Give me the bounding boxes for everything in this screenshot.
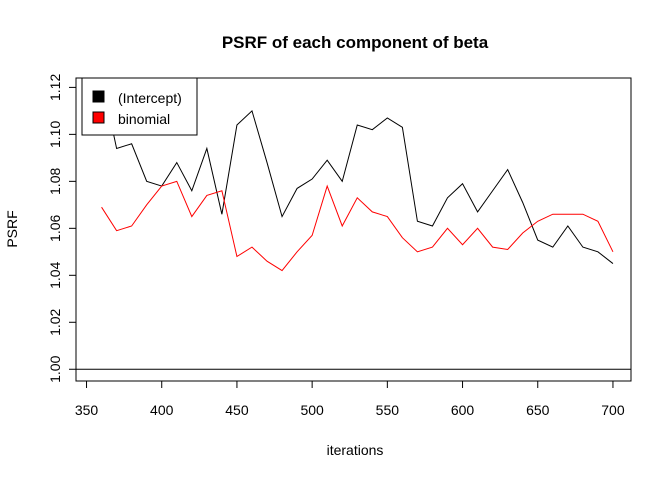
y-tick-label: 1.12 (47, 74, 63, 101)
y-tick-label: 1.02 (47, 308, 63, 335)
y-tick-label: 1.00 (47, 355, 63, 382)
x-tick-label: 650 (526, 402, 550, 418)
y-axis: 1.00 1.02 1.04 1.06 1.08 1.10 1.12 (47, 74, 77, 383)
y-tick-label: 1.06 (47, 214, 63, 241)
x-tick-label: 400 (150, 402, 174, 418)
x-tick-label: 350 (75, 402, 99, 418)
x-tick-label: 550 (376, 402, 400, 418)
legend: (Intercept) binomial (81, 77, 198, 136)
x-tick-label: 500 (300, 402, 324, 418)
legend-swatch-binomial (92, 111, 105, 124)
y-tick-label: 1.10 (47, 121, 63, 148)
series-line-intercept (101, 78, 614, 264)
x-tick-label: 600 (451, 402, 475, 418)
y-axis-label: PSRF (4, 210, 20, 247)
legend-label-intercept: (Intercept) (118, 90, 182, 106)
x-tick-label: 450 (225, 402, 249, 418)
legend-swatch-intercept (92, 90, 105, 103)
chart-title: PSRF of each component of beta (222, 33, 489, 52)
x-tick-label: 700 (601, 402, 625, 418)
x-axis-label: iterations (327, 442, 384, 458)
y-tick-label: 1.08 (47, 168, 63, 195)
y-tick-label: 1.04 (47, 261, 63, 288)
x-axis: 350 400 450 500 550 600 650 700 (75, 380, 625, 418)
legend-label-binomial: binomial (118, 111, 170, 127)
series-lines (101, 78, 614, 272)
series-line-binomial (101, 180, 614, 272)
legend-box (81, 77, 198, 136)
